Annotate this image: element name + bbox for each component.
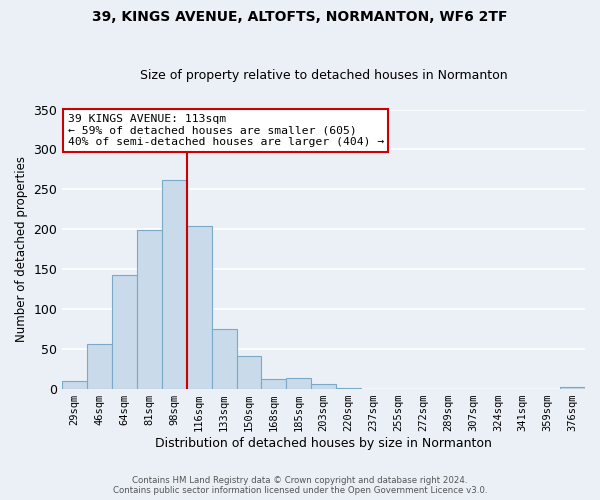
Bar (560, 388, 585, 389)
Bar (62, 381, 87, 389)
Text: 39, KINGS AVENUE, ALTOFTS, NORMANTON, WF6 2TF: 39, KINGS AVENUE, ALTOFTS, NORMANTON, WF… (92, 10, 508, 24)
Text: 39 KINGS AVENUE: 113sqm
← 59% of detached houses are smaller (605)
40% of semi-d: 39 KINGS AVENUE: 113sqm ← 59% of detache… (68, 114, 384, 147)
Y-axis label: Number of detached properties: Number of detached properties (15, 156, 28, 342)
Text: Contains HM Land Registry data © Crown copyright and database right 2024.
Contai: Contains HM Land Registry data © Crown c… (113, 476, 487, 495)
Bar (187, 226, 212, 389)
Bar (262, 378, 286, 389)
Bar (137, 230, 162, 389)
Bar (212, 329, 236, 389)
X-axis label: Distribution of detached houses by size in Normanton: Distribution of detached houses by size … (155, 437, 492, 450)
Bar (112, 275, 137, 389)
Title: Size of property relative to detached houses in Normanton: Size of property relative to detached ho… (140, 69, 508, 82)
Bar (236, 356, 262, 389)
Bar (336, 388, 361, 389)
Bar (87, 344, 112, 389)
Bar (311, 384, 336, 389)
Bar (286, 378, 311, 389)
Bar (162, 180, 187, 389)
